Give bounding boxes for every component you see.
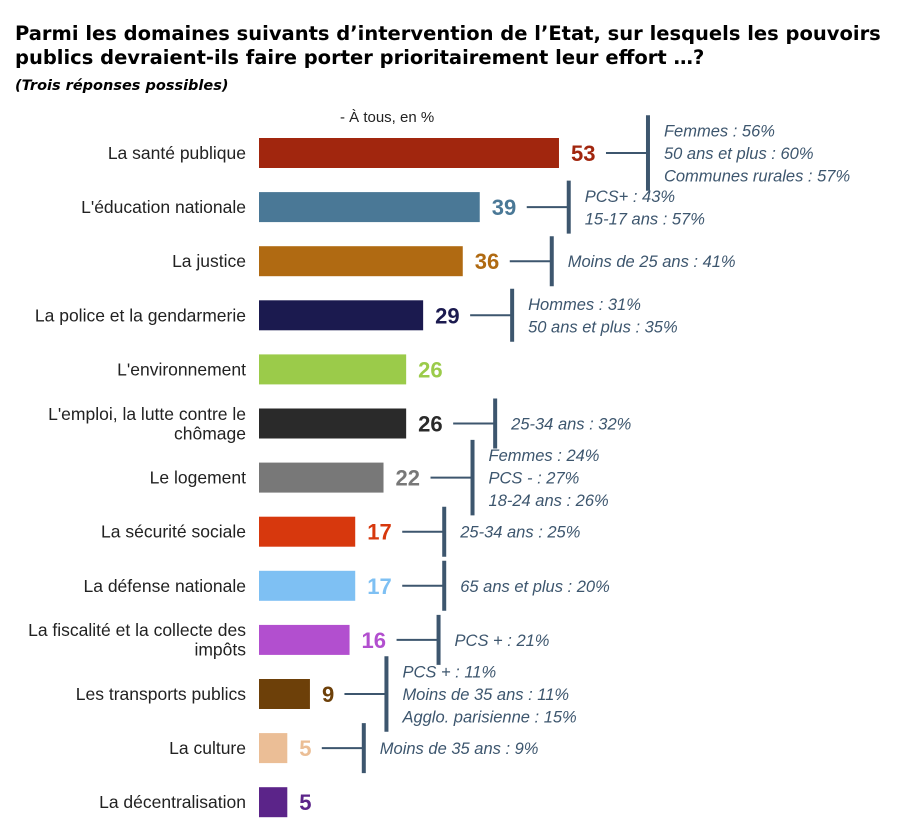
annotation-text: 50 ans et plus : 35%: [528, 319, 678, 337]
annotation-text: Femmes : 56%: [664, 123, 775, 141]
annotation-text: 25-34 ans : 25%: [459, 524, 580, 542]
bar: [259, 787, 288, 818]
category-label: La défense nationale: [84, 576, 247, 596]
annotation-text: PCS + : 21%: [455, 632, 550, 650]
value-label: 39: [492, 195, 516, 220]
chart-subtitle: (Trois réponses possibles): [15, 78, 229, 94]
bar: [259, 246, 463, 277]
value-label: 26: [418, 357, 442, 382]
annotation-text: PCS + : 11%: [402, 664, 496, 682]
category-label: La décentralisation: [99, 792, 246, 812]
bar: [259, 733, 288, 764]
annotation-text: 25-34 ans : 32%: [510, 416, 631, 434]
value-label: 29: [435, 303, 459, 328]
bar: [259, 138, 559, 168]
bar: [259, 624, 350, 655]
category-label: La police et la gendarmerie: [35, 305, 246, 325]
value-label: 5: [299, 790, 311, 815]
value-label: 17: [367, 520, 391, 545]
annotation-text: Femmes : 24%: [489, 447, 600, 465]
bar: [259, 570, 356, 601]
annotation-text: 18-24 ans : 26%: [489, 492, 609, 510]
category-label: Le logement: [150, 468, 246, 488]
value-label: 36: [475, 249, 499, 274]
category-label: Les transports publics: [76, 684, 246, 704]
bar: [259, 300, 424, 331]
bar: [259, 192, 480, 223]
value-label: 17: [367, 574, 391, 599]
annotation-text: 50 ans et plus : 60%: [664, 145, 814, 163]
annotation-text: PCS+ : 43%: [585, 188, 675, 206]
value-label: 26: [418, 412, 442, 437]
annotation-text: Hommes : 31%: [528, 296, 641, 314]
category-label: L'emploi, la lutte contre le chômage: [48, 404, 246, 444]
value-label: 9: [322, 682, 334, 707]
annotation-text: Agglo. parisienne : 15%: [401, 709, 576, 727]
chart-title: Parmi les domaines suivants d’interventi…: [15, 22, 881, 69]
annotation-text: 15-17 ans : 57%: [585, 210, 705, 228]
category-label: L'éducation nationale: [81, 197, 246, 217]
annotation-text: Moins de 25 ans : 41%: [568, 253, 736, 271]
unit-label: - À tous, en %: [340, 109, 435, 126]
category-label: L'environnement: [117, 359, 246, 379]
category-label: La justice: [172, 251, 246, 271]
bar: [259, 516, 356, 547]
annotation-text: Moins de 35 ans : 11%: [402, 686, 569, 704]
value-label: 53: [571, 141, 595, 166]
annotation-text: PCS - : 27%: [489, 470, 580, 488]
annotation-text: Moins de 35 ans : 9%: [380, 740, 539, 758]
bar: [259, 462, 384, 493]
value-label: 16: [362, 628, 386, 653]
annotation-text: 65 ans et plus : 20%: [460, 578, 610, 596]
bar: [259, 679, 310, 709]
annotation-text: Communes rurales : 57%: [664, 168, 850, 186]
category-label: La culture: [169, 738, 246, 758]
value-label: 5: [299, 736, 311, 761]
category-label: La sécurité sociale: [101, 522, 246, 542]
value-label: 22: [396, 466, 420, 491]
bar: [259, 354, 407, 385]
category-label: La santé publique: [108, 143, 246, 163]
bar: [259, 408, 407, 439]
category-label: La fiscalité et la collecte des impôts: [28, 620, 246, 660]
